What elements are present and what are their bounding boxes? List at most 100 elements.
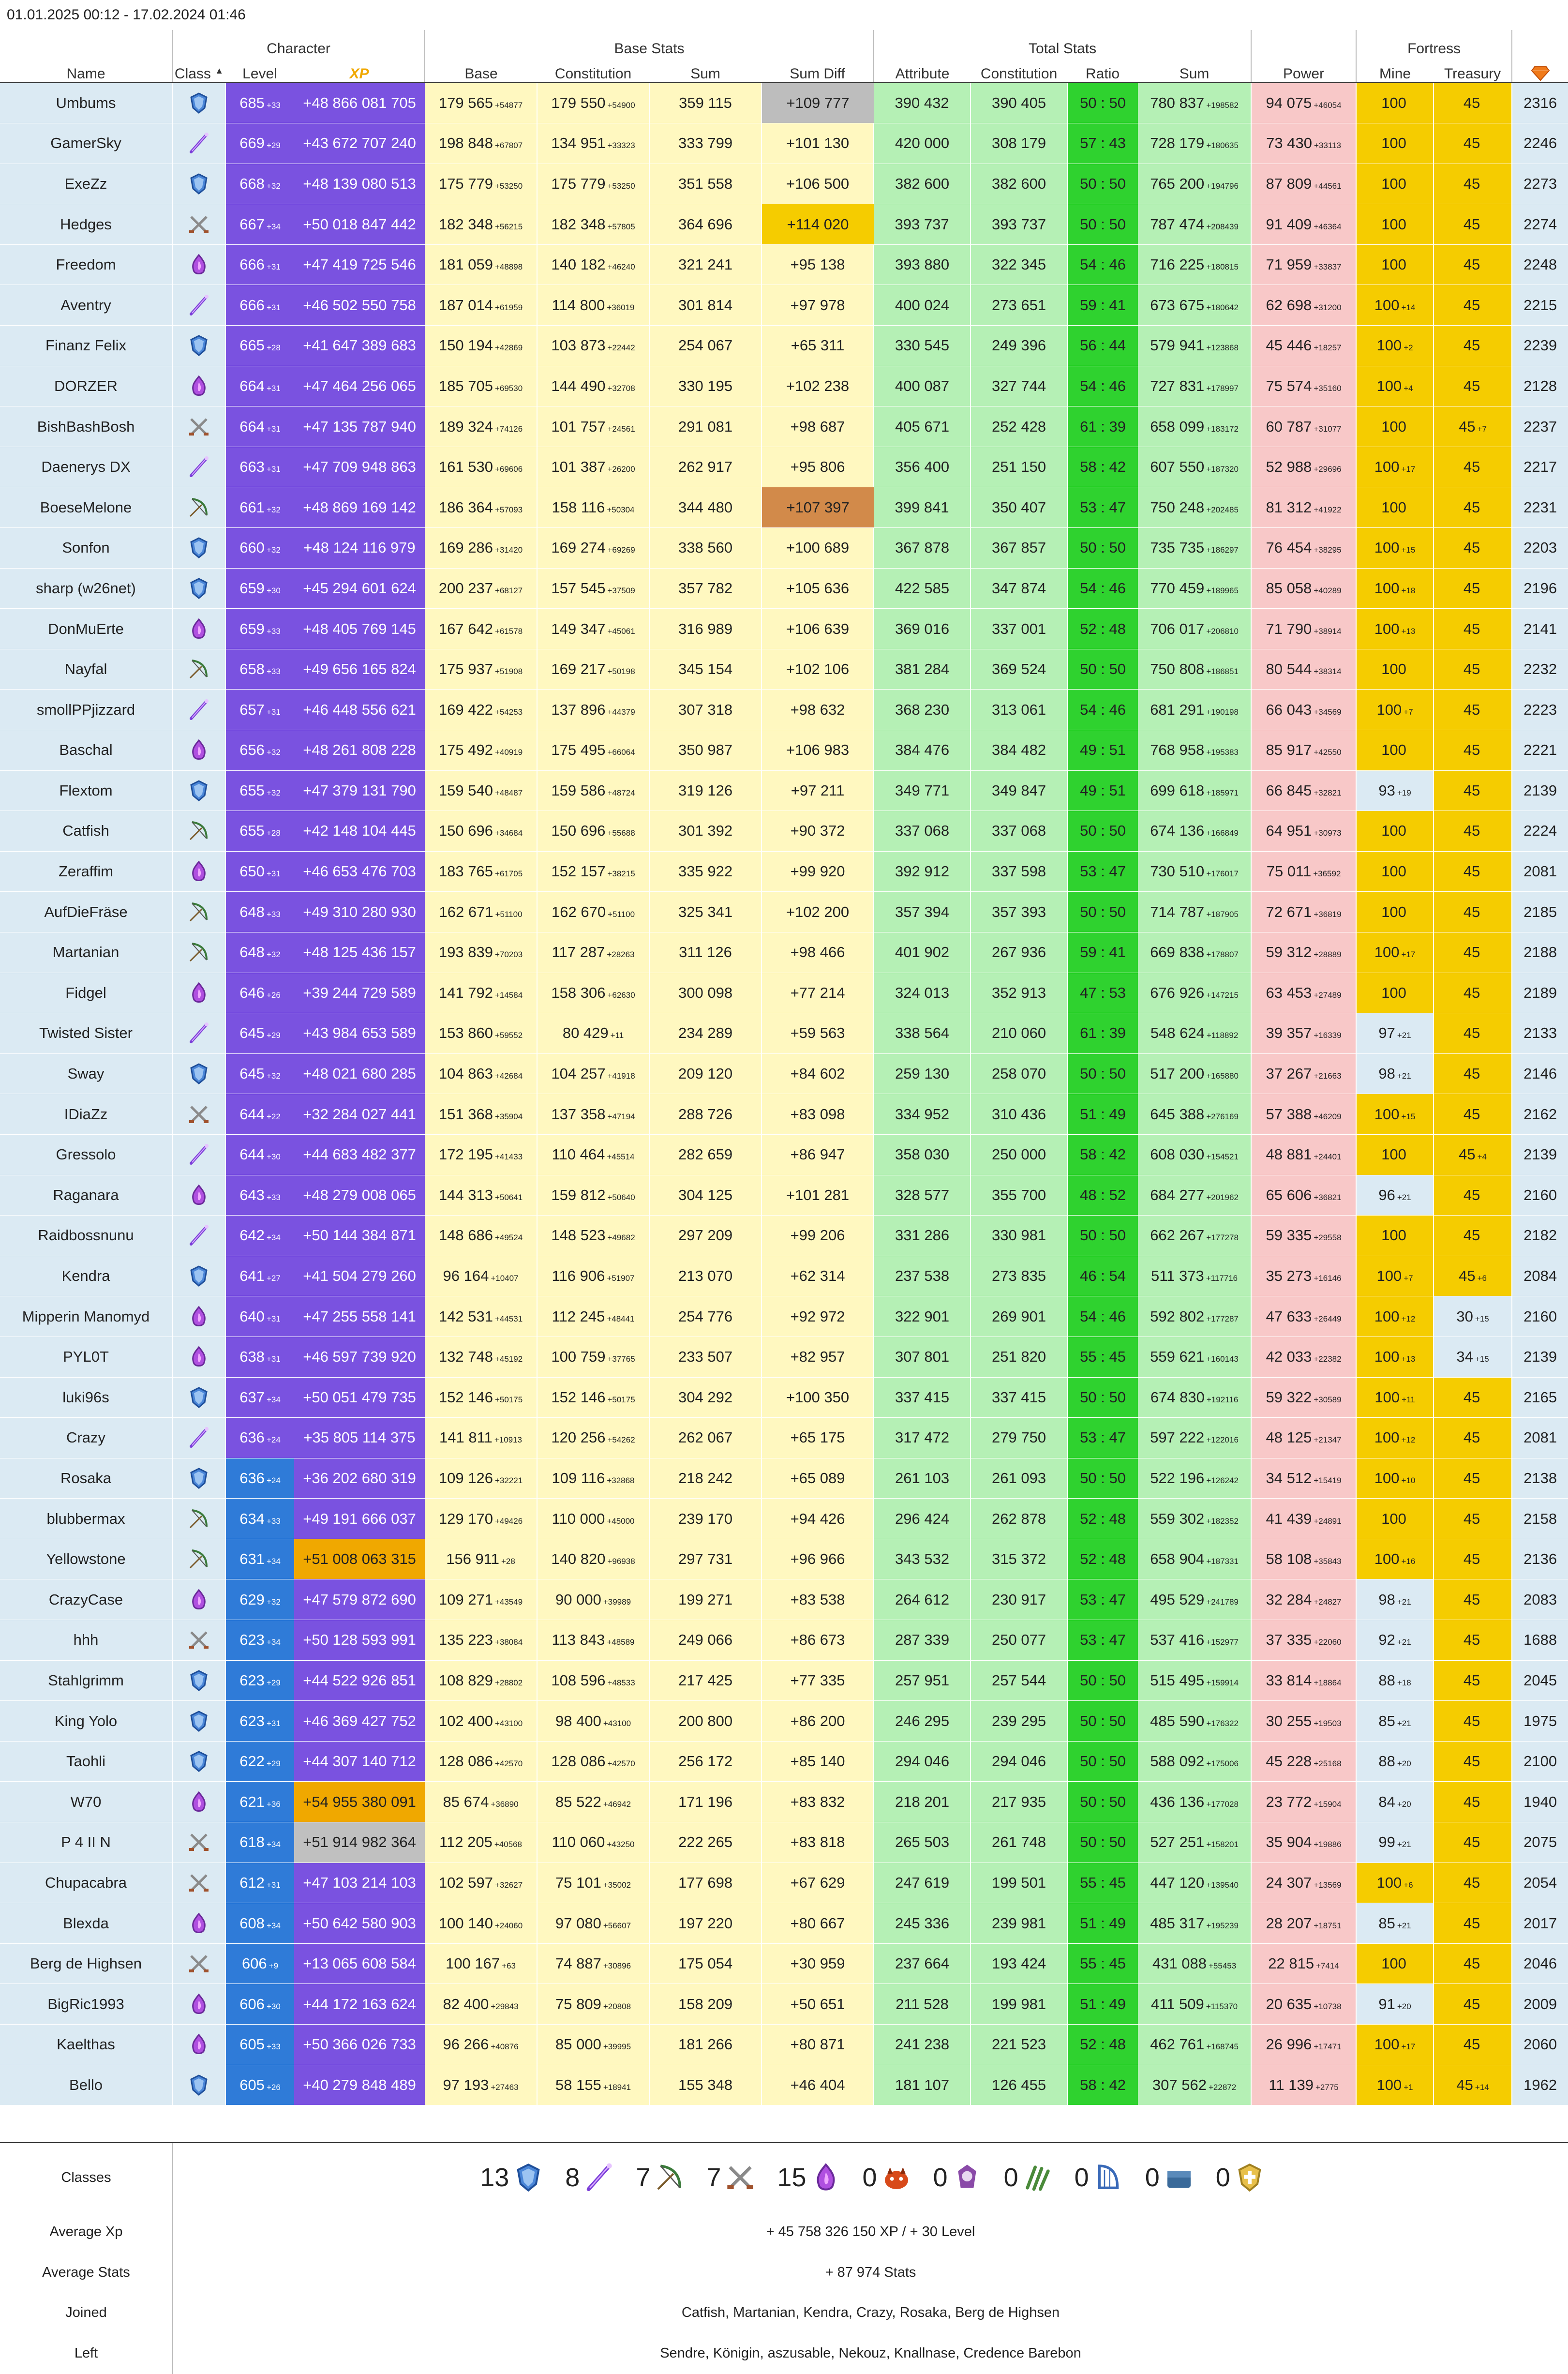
table-row[interactable]: hhh 623 +34 +50 128 593 991 135 223 +38084 113… [0, 1620, 1568, 1661]
table-row[interactable]: blubbermax 634 +33 +49 191 666 037 129 170 +4… [0, 1498, 1568, 1539]
player-name[interactable]: BigRic1993 [0, 1983, 173, 2025]
table-row[interactable]: Nayfal 658 +33 +49 656 165 824 175 937 +51908… [0, 648, 1568, 690]
table-row[interactable]: DORZER 664 +31 +47 464 256 065 185 705 +69530… [0, 365, 1568, 407]
table-row[interactable]: luki96s 637 +34 +50 051 479 735 152 146 +5017… [0, 1377, 1568, 1418]
table-row[interactable]: King Yolo 623 +31 +46 369 427 752 102 400 +43… [0, 1700, 1568, 1742]
table-row[interactable]: P 4 II N 618 +34 +51 914 982 364 112 205 +405… [0, 1822, 1568, 1863]
player-name[interactable]: Blexda [0, 1903, 173, 1944]
table-row[interactable]: Daenerys DX 663 +31 +47 709 948 863 161 530 +… [0, 446, 1568, 488]
table-row[interactable]: Freedom 666 +31 +47 419 725 546 181 059 +4889… [0, 244, 1568, 285]
player-name[interactable]: Yellowstone [0, 1538, 173, 1580]
table-row[interactable]: Baschal 656 +32 +48 261 808 228 175 492 +4091… [0, 730, 1568, 771]
player-name[interactable]: Berg de Highsen [0, 1943, 173, 1984]
table-row[interactable]: Gressolo 644 +30 +44 683 482 377 172 195 +414… [0, 1134, 1568, 1175]
player-name[interactable]: DORZER [0, 365, 173, 407]
table-row[interactable]: DonMuErte 659 +33 +48 405 769 145 167 642 +61… [0, 608, 1568, 649]
player-name[interactable]: smollPPjizzard [0, 689, 173, 730]
player-name[interactable]: Sway [0, 1053, 173, 1095]
col-attribute[interactable]: Attribute [873, 57, 971, 83]
table-row[interactable]: Sway 645 +32 +48 021 680 285 104 863 +42684 10… [0, 1053, 1568, 1095]
player-name[interactable]: Raganara [0, 1174, 173, 1216]
player-name[interactable]: P 4 II N [0, 1822, 173, 1863]
player-name[interactable]: IDiaZz [0, 1094, 173, 1135]
table-row[interactable]: GamerSky 669 +29 +43 672 707 240 198 848 +678… [0, 123, 1568, 164]
table-row[interactable]: Taohli 622 +29 +44 307 140 712 128 086 +42570… [0, 1741, 1568, 1782]
player-name[interactable]: DonMuErte [0, 608, 173, 649]
player-name[interactable]: PYL0T [0, 1336, 173, 1378]
player-name[interactable]: luki96s [0, 1377, 173, 1418]
player-name[interactable]: Gressolo [0, 1134, 173, 1175]
table-row[interactable]: PYL0T 638 +31 +46 597 739 920 132 748 +45192 1… [0, 1336, 1568, 1378]
player-name[interactable]: Kendra [0, 1255, 173, 1297]
table-row[interactable]: Stahlgrimm 623 +29 +44 522 926 851 108 829 +2… [0, 1660, 1568, 1701]
player-name[interactable]: Aventry [0, 285, 173, 326]
table-row[interactable]: Sonfon 660 +32 +48 124 116 979 169 286 +31420… [0, 527, 1568, 569]
table-row[interactable]: Catfish 655 +28 +42 148 104 445 150 696 +3468… [0, 811, 1568, 852]
col-name[interactable]: Name [0, 57, 172, 83]
col-total-constitution[interactable]: Constitution [971, 57, 1068, 83]
player-name[interactable]: Umbums [0, 82, 173, 124]
col-ratio[interactable]: Ratio [1067, 57, 1138, 83]
table-row[interactable]: Blexda 608 +34 +50 642 580 903 100 140 +24060… [0, 1903, 1568, 1944]
table-row[interactable]: ExeZz 668 +32 +48 139 080 513 175 779 +53250 1… [0, 163, 1568, 205]
col-constitution[interactable]: Constitution [537, 57, 650, 83]
player-name[interactable]: Flextom [0, 770, 173, 811]
player-name[interactable]: W70 [0, 1781, 173, 1823]
table-row[interactable]: Flextom 655 +32 +47 379 131 790 159 540 +4848… [0, 770, 1568, 811]
table-row[interactable]: Yellowstone 631 +34 +51 008 063 315 156 911 +… [0, 1538, 1568, 1580]
table-row[interactable]: Bello 605 +26 +40 279 848 489 97 193 +27463 58… [0, 2064, 1568, 2106]
player-name[interactable]: Bello [0, 2064, 173, 2106]
player-name[interactable]: Twisted Sister [0, 1013, 173, 1054]
player-name[interactable]: GamerSky [0, 123, 173, 164]
table-row[interactable]: Zeraffim 650 +31 +46 653 476 703 183 765 +617… [0, 851, 1568, 892]
player-name[interactable]: AufDieFräse [0, 891, 173, 932]
player-name[interactable]: Chupacabra [0, 1862, 173, 1904]
player-name[interactable]: Crazy [0, 1417, 173, 1458]
player-name[interactable]: Kaelthas [0, 2024, 173, 2065]
player-name[interactable]: blubbermax [0, 1498, 173, 1539]
table-row[interactable]: Umbums 685 +33 +48 866 081 705 179 565 +54877… [0, 82, 1568, 124]
player-name[interactable]: Fidgel [0, 972, 173, 1014]
table-row[interactable]: W70 621 +36 +54 955 380 091 85 674 +36890 85 5… [0, 1781, 1568, 1823]
table-row[interactable]: Berg de Highsen 606 +9 +13 065 608 584 100 1… [0, 1943, 1568, 1984]
table-row[interactable]: Hedges 667 +34 +50 018 847 442 182 348 +56215… [0, 204, 1568, 245]
player-name[interactable]: hhh [0, 1620, 173, 1661]
table-row[interactable]: Mipperin Manomyd 640 +31 +47 255 558 141 142… [0, 1296, 1568, 1337]
player-name[interactable]: Sonfon [0, 527, 173, 569]
player-name[interactable]: Baschal [0, 730, 173, 771]
col-total-sum[interactable]: Sum [1138, 57, 1252, 83]
table-row[interactable]: CrazyCase 629 +32 +47 579 872 690 109 271 +43… [0, 1579, 1568, 1621]
player-name[interactable]: CrazyCase [0, 1579, 173, 1621]
col-treasury[interactable]: Treasury [1434, 57, 1512, 83]
table-row[interactable]: Raganara 643 +33 +48 279 008 065 144 313 +506… [0, 1174, 1568, 1216]
table-row[interactable]: Crazy 636 +24 +35 805 114 375 141 811 +10913 1… [0, 1417, 1568, 1458]
player-name[interactable]: sharp (w26net) [0, 568, 173, 609]
table-row[interactable]: Aventry 666 +31 +46 502 550 758 187 014 +6195… [0, 285, 1568, 326]
player-name[interactable]: Finanz Felix [0, 325, 173, 366]
table-row[interactable]: Martanian 648 +32 +48 125 436 157 193 839 +70… [0, 932, 1568, 973]
player-name[interactable]: Hedges [0, 204, 173, 245]
col-power[interactable]: Power [1251, 57, 1357, 83]
player-name[interactable]: Rosaka [0, 1457, 173, 1499]
table-row[interactable]: Kaelthas 605 +33 +50 366 026 733 96 266 +4087… [0, 2024, 1568, 2065]
player-name[interactable]: Zeraffim [0, 851, 173, 892]
player-name[interactable]: ExeZz [0, 163, 173, 205]
table-row[interactable]: Fidgel 646 +26 +39 244 729 589 141 792 +14584… [0, 972, 1568, 1014]
col-xp[interactable]: XP [294, 57, 425, 83]
player-name[interactable]: Taohli [0, 1741, 173, 1782]
table-row[interactable]: BigRic1993 606 +30 +44 172 163 624 82 400 +29… [0, 1983, 1568, 2025]
table-row[interactable]: AufDieFräse 648 +33 +49 310 280 930 162 671 +… [0, 891, 1568, 932]
table-row[interactable]: Kendra 641 +27 +41 504 279 260 96 164 +10407 1… [0, 1255, 1568, 1297]
player-name[interactable]: Stahlgrimm [0, 1660, 173, 1701]
table-row[interactable]: Chupacabra 612 +31 +47 103 214 103 102 597 +3… [0, 1862, 1568, 1904]
table-row[interactable]: sharp (w26net) 659 +30 +45 294 601 624 200 2… [0, 568, 1568, 609]
table-row[interactable]: Raidbossnunu 642 +34 +50 144 384 871 148 686… [0, 1215, 1568, 1256]
table-row[interactable]: BoeseMelone 661 +32 +48 869 169 142 186 364 +… [0, 487, 1568, 528]
player-name[interactable]: Mipperin Manomyd [0, 1296, 173, 1337]
table-row[interactable]: IDiaZz 644 +22 +32 284 027 441 151 368 +35904… [0, 1094, 1568, 1135]
player-name[interactable]: BoeseMelone [0, 487, 173, 528]
col-mine[interactable]: Mine [1356, 57, 1434, 83]
table-row[interactable]: BishBashBosh 664 +31 +47 135 787 940 189 324… [0, 406, 1568, 447]
col-gem[interactable] [1511, 57, 1568, 83]
col-sum-diff[interactable]: Sum Diff [762, 57, 874, 83]
